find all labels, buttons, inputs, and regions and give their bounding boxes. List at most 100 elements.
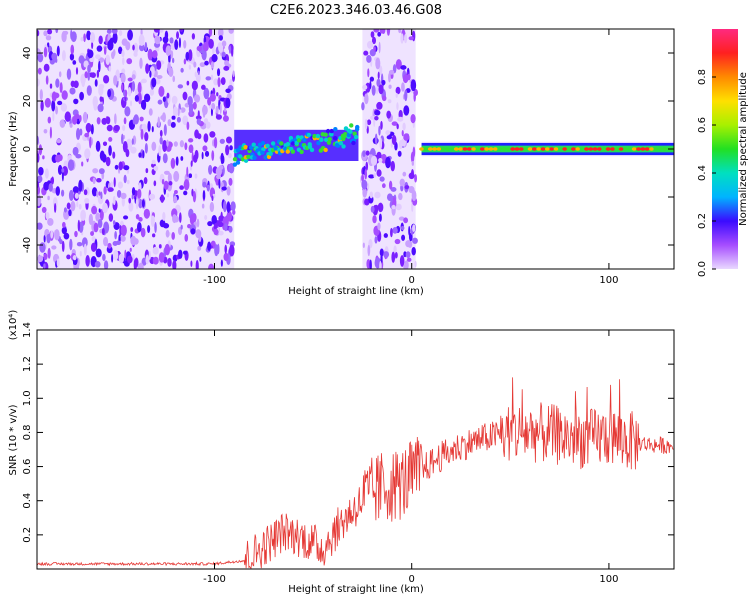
spectrogram-cell	[107, 187, 113, 192]
spectrogram-cell	[412, 238, 418, 244]
spectrogram-cell	[158, 100, 163, 105]
spectrogram-cell	[364, 169, 367, 180]
spectrogram-cell	[132, 138, 134, 145]
spectrogram-cell	[79, 55, 85, 63]
spectrogram-cell	[36, 194, 42, 206]
spectrogram-cell	[132, 81, 135, 92]
spectrogram-cell	[167, 119, 171, 126]
spectrogram-cell	[197, 219, 200, 228]
spectrogram-cell	[385, 157, 391, 169]
spectrogram-cell	[348, 129, 352, 133]
spectrogram-cell	[203, 190, 206, 200]
spectrogram-cell	[195, 229, 201, 238]
spectrogram-cell	[178, 84, 183, 88]
spectrogram-cell	[117, 190, 121, 198]
spectrogram-cell	[159, 252, 165, 263]
spectrogram-cell	[121, 50, 124, 57]
spectrogram-cell	[181, 225, 183, 230]
spectrogram-cell	[166, 140, 168, 147]
spectrogram-cell	[189, 173, 192, 178]
spectrogram-cell	[142, 150, 144, 158]
spectrogram-cell	[523, 147, 528, 151]
spectrogram-cell	[222, 156, 224, 164]
spectrogram-cell	[221, 77, 226, 85]
spectrogram-cell	[173, 106, 178, 116]
spectrogram-cell	[91, 42, 93, 49]
spectrogram-cell	[223, 253, 228, 261]
spectrogram-cell	[120, 235, 126, 241]
spectrogram-cell	[189, 144, 194, 153]
spectrogram-cell	[227, 201, 231, 213]
spectrogram-cell	[98, 219, 103, 228]
spectrogram-cell	[351, 141, 355, 145]
spectrogram-cell	[597, 147, 602, 151]
spectrogram-cell	[167, 93, 170, 99]
spectrogram-cell	[91, 72, 96, 78]
spectrogram-cell	[225, 98, 230, 108]
spectrogram-cell	[96, 141, 101, 152]
spectrogram-cell	[392, 227, 397, 234]
spectrogram-cell	[149, 71, 151, 78]
spectrogram-cell	[184, 58, 186, 64]
spectrogram-cell	[384, 233, 388, 238]
spectrogram-cell	[128, 87, 131, 96]
spectrogram-cell	[567, 147, 572, 151]
spectrogram-cell	[403, 133, 409, 141]
spectrogram-cell	[86, 123, 92, 133]
spectrogram-cell	[133, 114, 139, 124]
spectrogram-cell	[404, 34, 407, 44]
spectrogram-cell	[367, 68, 369, 77]
spectrogram-cell	[198, 70, 200, 74]
spectrogram-cell	[580, 147, 585, 151]
spectrogram-cell	[467, 147, 472, 151]
spectrogram-cell	[132, 187, 135, 195]
spectrogram-cell	[57, 46, 60, 57]
spectrogram-cell	[160, 130, 163, 137]
spectrogram-cell	[398, 28, 401, 33]
spectrogram-cell	[398, 193, 402, 200]
spectrogram-y-tick-label: -40	[22, 237, 33, 253]
spectrogram-cell	[105, 54, 110, 65]
spectrogram-cell	[532, 147, 537, 151]
spectrogram-cell	[43, 31, 47, 37]
spectrogram-cell	[575, 147, 580, 151]
spectrogram-cell	[61, 31, 66, 42]
spectrogram-cell	[55, 78, 59, 87]
spectrogram-cell	[90, 231, 94, 236]
spectrogram-cell	[55, 106, 58, 115]
spectrogram-cell	[196, 260, 199, 272]
spectrogram-cell	[38, 68, 42, 75]
spectrogram-cell	[180, 140, 184, 147]
spectrogram-cell	[47, 218, 53, 226]
spectrogram-cell	[217, 68, 220, 76]
spectrogram-cell	[261, 141, 265, 145]
spectrogram-cell	[79, 92, 84, 101]
spectrogram-cell	[178, 250, 182, 259]
spectrogram-cell	[95, 79, 98, 87]
spectrogram-cell	[380, 121, 383, 130]
spectrogram-cell	[379, 261, 382, 272]
spectrogram-cell	[119, 30, 123, 36]
spectrogram-cell	[149, 194, 155, 200]
spectrogram-cell	[87, 49, 93, 58]
spectrogram-cell	[97, 117, 101, 124]
spectrogram-cell	[174, 190, 178, 194]
spectrogram-x-tick-label: 0	[409, 275, 415, 286]
spectrogram-cell	[396, 102, 398, 110]
spectrogram-cell	[70, 123, 73, 127]
spectrogram-cell	[480, 147, 485, 151]
spectrogram-cell	[46, 234, 50, 243]
spectrogram-cell	[378, 203, 384, 212]
spectrogram-cell	[179, 212, 182, 223]
spectrogram-cell	[367, 119, 371, 125]
spectrogram-cell	[414, 261, 416, 268]
spectrogram-cell	[210, 202, 214, 212]
spectrogram-cell	[228, 226, 232, 233]
spectrogram-cell	[369, 81, 371, 89]
snr-y-tick-label: 0.6	[22, 459, 33, 475]
spectrogram-cell	[623, 147, 628, 151]
spectrogram-cell	[113, 75, 117, 85]
spectrogram-cell	[227, 186, 231, 195]
spectrogram-cell	[37, 255, 43, 262]
spectrogram-cell	[376, 102, 382, 110]
